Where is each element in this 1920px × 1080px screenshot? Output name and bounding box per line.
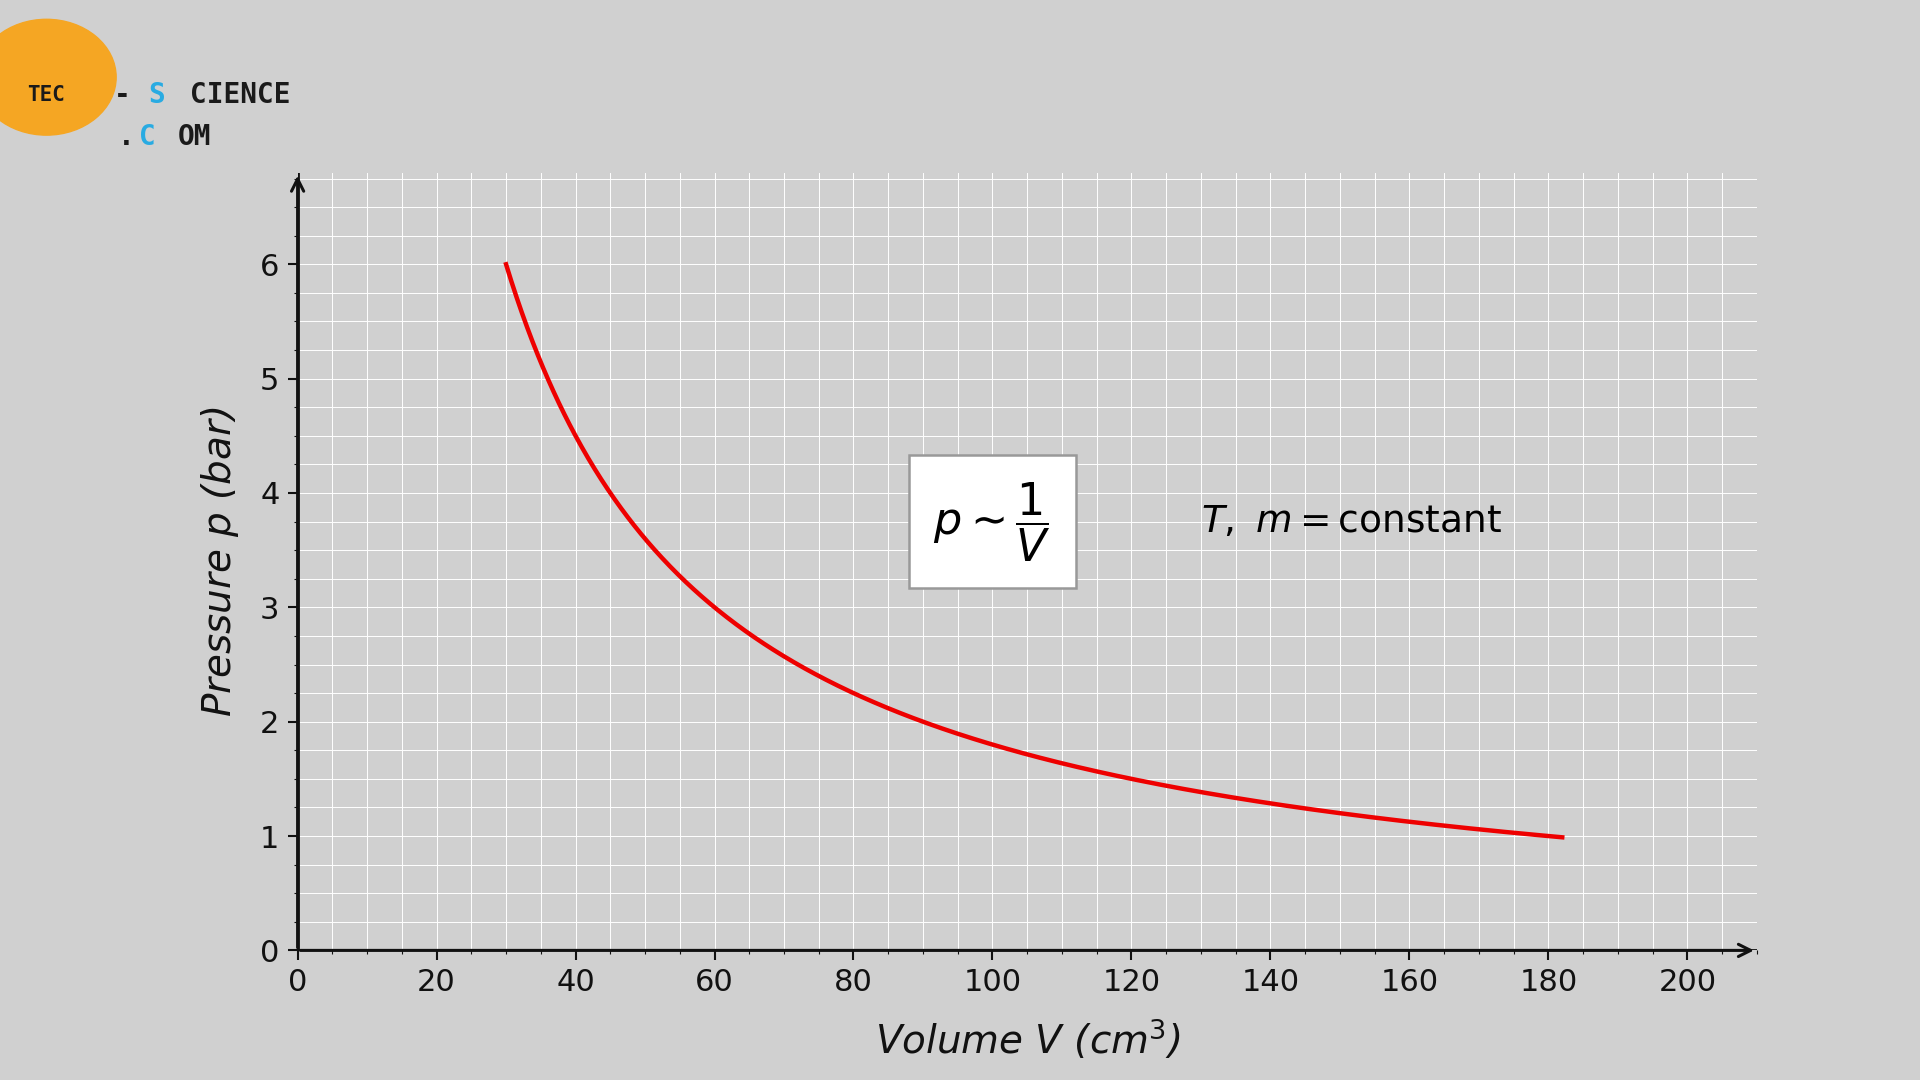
- Text: OM: OM: [177, 123, 211, 151]
- Text: -: -: [113, 81, 131, 109]
- Text: .: .: [119, 123, 134, 151]
- Y-axis label: Pressure $p$ (bar): Pressure $p$ (bar): [198, 406, 240, 717]
- Text: S: S: [148, 81, 165, 109]
- Text: $T,\ m = \mathrm{constant}$: $T,\ m = \mathrm{constant}$: [1200, 503, 1501, 540]
- Text: TEC: TEC: [27, 84, 65, 105]
- Text: C: C: [140, 123, 156, 151]
- Text: CIENCE: CIENCE: [190, 81, 290, 109]
- X-axis label: Volume $V$ (cm$^3$): Volume $V$ (cm$^3$): [876, 1017, 1179, 1062]
- Text: $p{\sim}\dfrac{1}{V}$: $p{\sim}\dfrac{1}{V}$: [933, 480, 1052, 564]
- Circle shape: [0, 19, 115, 135]
